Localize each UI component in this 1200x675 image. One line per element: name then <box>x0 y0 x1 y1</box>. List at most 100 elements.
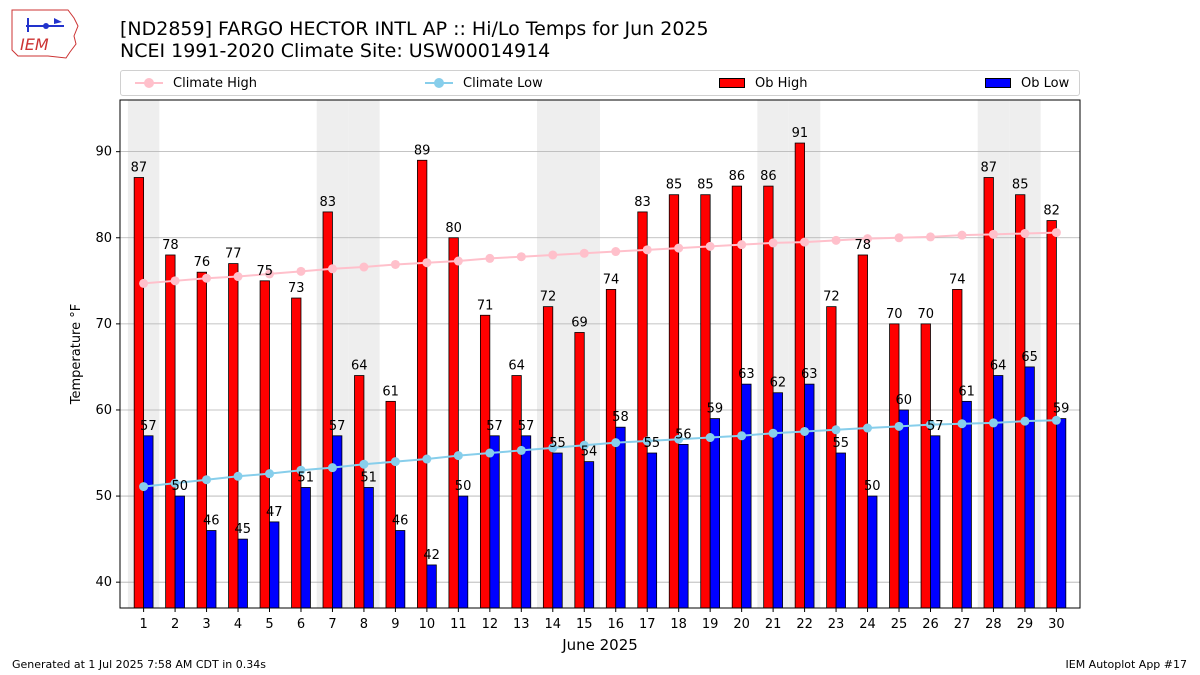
ob-low-label: 57 <box>927 419 944 434</box>
y-tick-label: 90 <box>95 145 112 160</box>
ob-low-label: 63 <box>801 367 818 382</box>
climate-high-point <box>705 241 715 251</box>
climate-low-point <box>485 448 495 458</box>
ob-low-bar <box>898 409 909 609</box>
climate-low-point <box>327 463 337 473</box>
climate-high-point <box>611 247 621 257</box>
ob-high-bar <box>133 177 145 609</box>
x-tick-label: 19 <box>702 617 719 632</box>
x-tick-label: 18 <box>670 617 687 632</box>
climate-low-point <box>170 478 180 488</box>
ob-low-bar <box>772 392 783 609</box>
ob-high-label: 64 <box>508 359 525 374</box>
ob-low-label: 64 <box>990 359 1007 374</box>
ob-low-bar <box>363 487 374 609</box>
ob-high-label: 77 <box>225 247 242 262</box>
ob-high-label: 78 <box>162 238 179 253</box>
legend-ob-low: Ob Low <box>985 71 1069 95</box>
x-tick-label: 13 <box>513 617 530 632</box>
ob-high-label: 83 <box>634 195 651 210</box>
plot-frame <box>119 99 1081 609</box>
climate-low-point <box>265 469 275 479</box>
ob-high-bar <box>479 314 491 609</box>
climate-low-point <box>296 465 306 475</box>
x-tick-label: 27 <box>954 617 971 632</box>
chart-title: [ND2859] FARGO HECTOR INTL AP :: Hi/Lo T… <box>120 18 709 62</box>
ob-high-bar <box>417 159 428 609</box>
climate-high-point <box>327 264 337 274</box>
climate-high-point <box>1051 228 1061 238</box>
ob-low-label: 47 <box>266 505 283 520</box>
ob-low-bar <box>332 435 343 609</box>
climate-high-point <box>170 276 180 286</box>
logo-text: IEM <box>20 35 49 54</box>
x-tick-label: 30 <box>1048 617 1065 632</box>
climate-low-point <box>422 454 432 464</box>
ob-low-label: 50 <box>172 479 189 494</box>
ob-low-bar <box>300 487 311 609</box>
ob-high-label: 70 <box>886 307 903 322</box>
climate-low-point <box>894 421 904 431</box>
weekend-shade <box>316 100 349 608</box>
legend-label: Climate Low <box>463 75 543 91</box>
ob-high-label: 73 <box>288 281 305 296</box>
climate-high-point <box>925 232 935 242</box>
ob-high-bar <box>511 375 522 609</box>
ob-low-label: 57 <box>140 419 157 434</box>
ob-high-label: 72 <box>823 290 840 305</box>
ob-high-bar <box>291 297 302 609</box>
ob-low-bar <box>583 461 595 609</box>
climate-low-point <box>139 482 149 492</box>
climate-low-point <box>831 425 841 435</box>
ob-low-label: 46 <box>392 514 409 529</box>
ob-low-label: 62 <box>770 376 787 391</box>
ob-high-bar <box>983 177 994 609</box>
ob-high-label: 85 <box>697 178 714 193</box>
ob-low-bar <box>930 435 941 609</box>
climate-low-point <box>453 451 463 461</box>
y-tick-label: 80 <box>95 231 112 246</box>
climate-high-point <box>548 250 558 260</box>
ob-high-label: 82 <box>1043 204 1060 219</box>
climate-high-point <box>485 253 495 263</box>
ob-low-label: 50 <box>864 479 881 494</box>
ob-low-bar <box>835 452 846 609</box>
climate-low-point <box>674 434 684 444</box>
ob-high-bar <box>668 194 680 609</box>
ob-high-label: 86 <box>729 169 746 184</box>
ob-low-bar <box>741 383 752 609</box>
ob-high-label: 69 <box>571 315 588 330</box>
x-tick-label: 14 <box>545 617 562 632</box>
weekend-shade <box>568 100 600 608</box>
ob-low-bar <box>709 418 721 609</box>
ob-high-bar <box>920 323 931 609</box>
ob-high-label: 87 <box>131 160 148 175</box>
ob-low-label: 58 <box>612 410 629 425</box>
weekend-shade <box>757 100 789 608</box>
x-tick-label: 11 <box>450 617 467 632</box>
ob-high-label: 83 <box>319 195 336 210</box>
ob-low-label: 42 <box>423 548 440 563</box>
climate-low-point <box>579 440 589 450</box>
ob-low-bar <box>615 426 626 609</box>
weekend-shade <box>977 100 1010 608</box>
ob-low-label: 59 <box>707 402 724 417</box>
ob-low-bar <box>426 564 437 609</box>
ob-low-label: 65 <box>1021 350 1038 365</box>
x-tick-label: 8 <box>360 617 368 632</box>
x-tick-label: 16 <box>607 617 624 632</box>
iem-logo: IEM <box>11 9 79 59</box>
ob-high-label: 70 <box>917 307 934 322</box>
climate-low-point <box>925 420 935 430</box>
ob-low-bar <box>395 530 406 609</box>
ob-low-label: 60 <box>895 393 912 408</box>
weekend-shade <box>537 100 569 608</box>
weekend-shade <box>788 100 821 608</box>
climate-low-point <box>516 445 526 455</box>
climate-high-point <box>988 229 998 239</box>
climate-high-point <box>296 266 306 276</box>
weekend-shade <box>348 100 380 608</box>
ob-high-label: 74 <box>949 272 966 287</box>
legend-climate-high: Climate High <box>135 71 257 95</box>
